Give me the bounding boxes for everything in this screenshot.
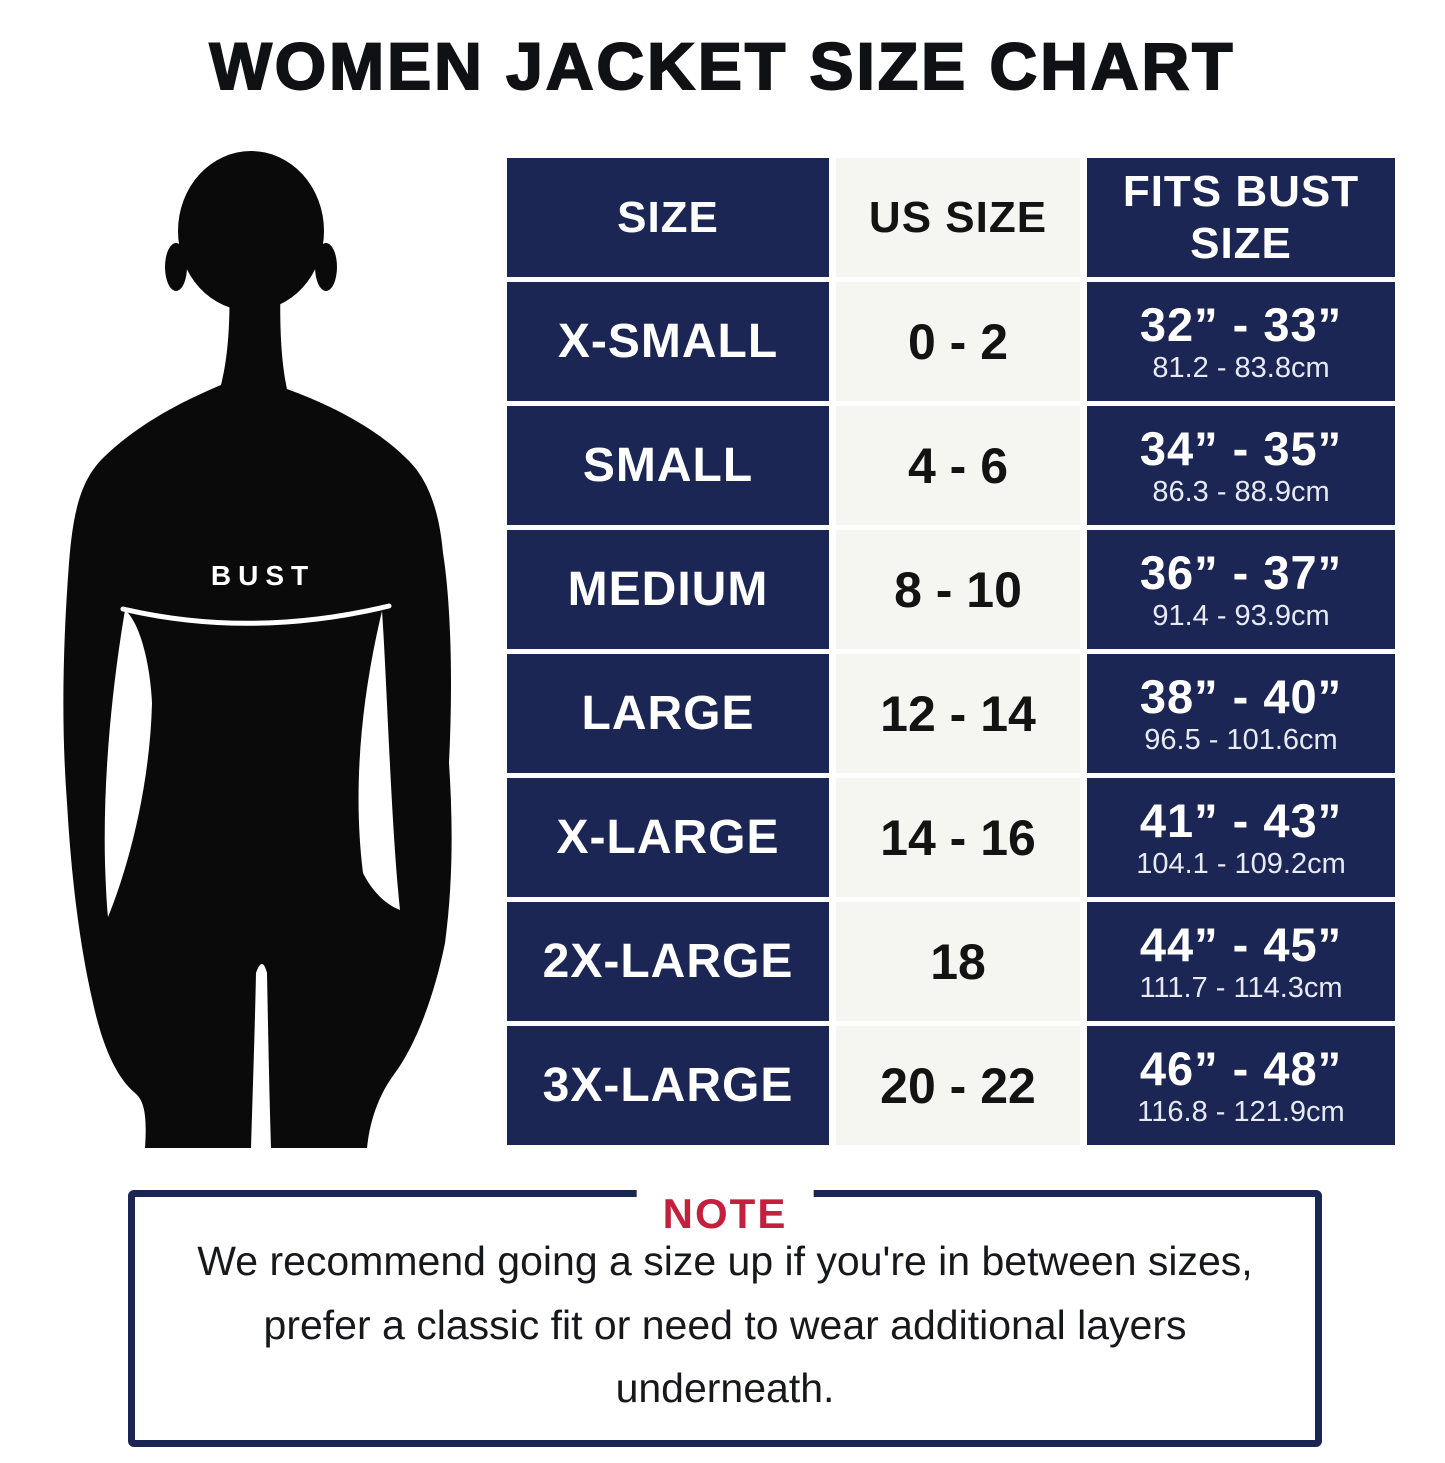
fits-bust-cell: 38” - 40” 96.5 - 101.6cm (1087, 654, 1395, 773)
note-box: NOTE We recommend going a size up if you… (128, 1184, 1322, 1447)
fits-bust-cell: 44” - 45” 111.7 - 114.3cm (1087, 902, 1395, 1021)
bust-measurement-line (120, 603, 392, 626)
column-header-fits-bust-size: FITS BUST SIZE (1087, 158, 1395, 277)
left-arm-gap (104, 610, 152, 917)
size-cell: 2X-LARGE (507, 902, 829, 1021)
table-header-row: SIZE US SIZE FITS BUST SIZE (507, 158, 1395, 277)
us-size-cell: 12 - 14 (836, 654, 1080, 773)
us-size-cell: 20 - 22 (836, 1026, 1080, 1145)
size-cell: X-SMALL (507, 282, 829, 401)
size-cell: 3X-LARGE (507, 1026, 829, 1145)
column-header-size: SIZE (507, 158, 829, 277)
size-cell: LARGE (507, 654, 829, 773)
us-size-cell: 4 - 6 (836, 406, 1080, 525)
table-row: SMALL 4 - 6 34” - 35” 86.3 - 88.9cm (507, 406, 1395, 525)
silhouette-body-shape (63, 151, 452, 1148)
table-row: LARGE 12 - 14 38” - 40” 96.5 - 101.6cm (507, 654, 1395, 773)
chart-title: WOMEN JACKET SIZE CHART (209, 28, 1236, 104)
us-size-cell: 18 (836, 902, 1080, 1021)
fits-bust-cell: 36” - 37” 91.4 - 93.9cm (1087, 530, 1395, 649)
silhouette-highlights: BUST (104, 560, 400, 917)
table-row: X-SMALL 0 - 2 32” - 33” 81.2 - 83.8cm (507, 282, 1395, 401)
fits-bust-cell: 41” - 43” 104.1 - 109.2cm (1087, 778, 1395, 897)
size-cell: SMALL (507, 406, 829, 525)
table-row: 3X-LARGE 20 - 22 46” - 48” 116.8 - 121.9… (507, 1026, 1395, 1145)
bust-label: BUST (211, 560, 315, 591)
right-arm-gap (358, 611, 400, 910)
us-size-cell: 8 - 10 (836, 530, 1080, 649)
size-cell: MEDIUM (507, 530, 829, 649)
note-label: NOTE (636, 1184, 814, 1244)
fits-bust-cell: 32” - 33” 81.2 - 83.8cm (1087, 282, 1395, 401)
table-row: MEDIUM 8 - 10 36” - 37” 91.4 - 93.9cm (507, 530, 1395, 649)
table-row: 2X-LARGE 18 44” - 45” 111.7 - 114.3cm (507, 902, 1395, 1021)
woman-silhouette: BUST (55, 143, 495, 1148)
size-cell: X-LARGE (507, 778, 829, 897)
table-row: X-LARGE 14 - 16 41” - 43” 104.1 - 109.2c… (507, 778, 1395, 897)
us-size-cell: 14 - 16 (836, 778, 1080, 897)
fits-bust-cell: 34” - 35” 86.3 - 88.9cm (1087, 406, 1395, 525)
note-text: We recommend going a size up if you're i… (135, 1197, 1315, 1440)
woman-silhouette-svg: BUST (63, 151, 452, 1148)
note-text-paragraph: We recommend going a size up if you're i… (197, 1238, 1253, 1412)
us-size-cell: 0 - 2 (836, 282, 1080, 401)
fits-bust-cell: 46” - 48” 116.8 - 121.9cm (1087, 1026, 1395, 1145)
column-header-us-size: US SIZE (836, 158, 1080, 277)
size-table: SIZE US SIZE FITS BUST SIZE X-SMALL 0 - … (507, 158, 1395, 1150)
